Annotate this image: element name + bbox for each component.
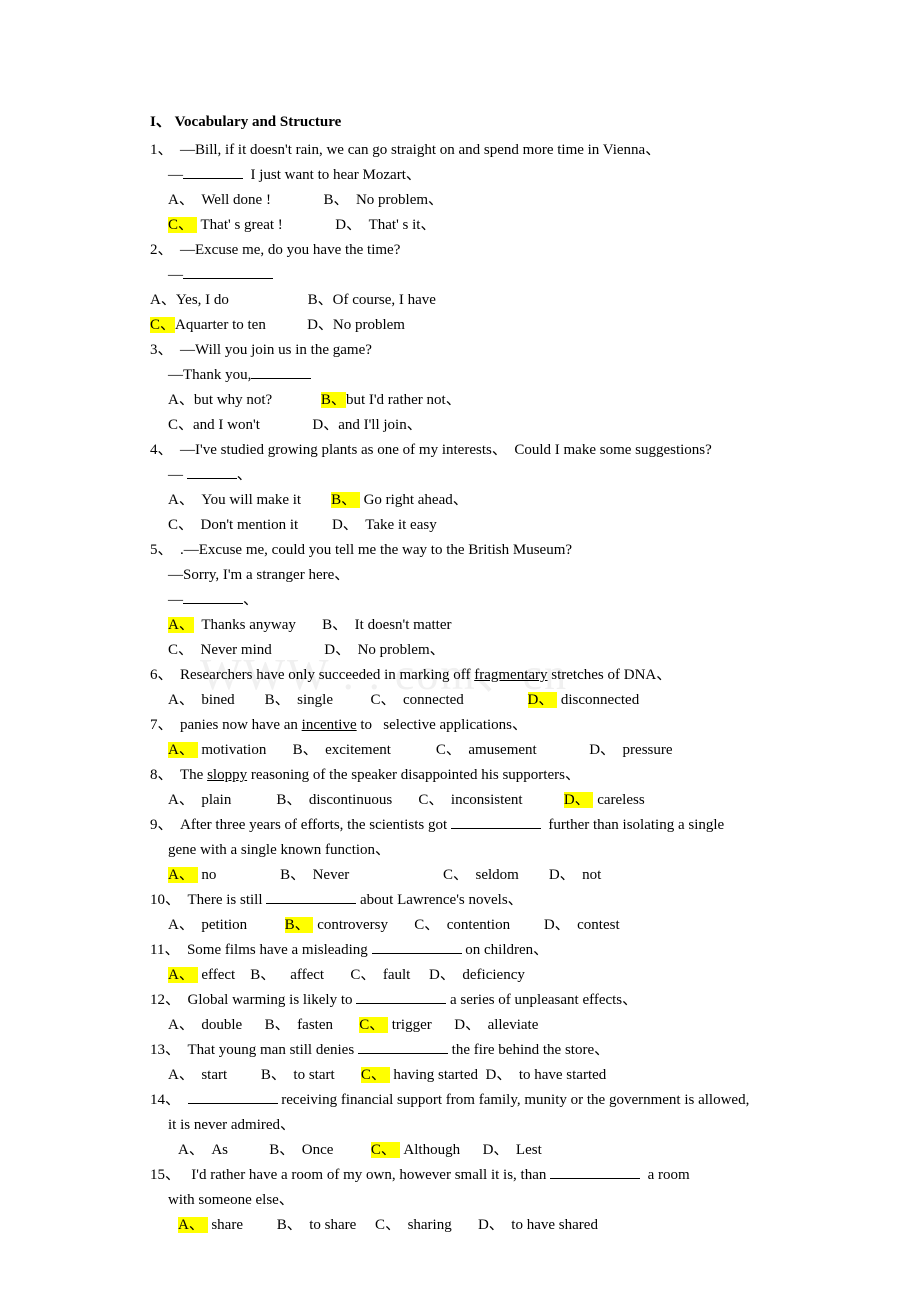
- q13-opt-c: C、: [361, 1067, 390, 1083]
- q12-opt-c: C、: [359, 1017, 388, 1033]
- qnum: 1、: [150, 142, 173, 158]
- q1-opt-b: B、 No problem、: [323, 192, 443, 208]
- q5-opts-row1: A、 Thanks anyway B、 It doesn't matter: [168, 613, 790, 637]
- q4-opts-row1: A、 You will make it B、 Go right ahead、: [168, 488, 790, 512]
- q7-opt-a: A、: [168, 742, 198, 758]
- q1-opts-row1: A、 Well done ! B、 No problem、: [168, 188, 790, 212]
- q3-line2: —Thank you,: [168, 363, 790, 387]
- q5-opt-a: A、: [168, 617, 194, 633]
- q1-opt-d: D、 That' s it、: [335, 217, 435, 233]
- question-5: 5、 .—Excuse me, could you tell me the wa…: [150, 538, 790, 562]
- question-9: 9、 After three years of efforts, the sci…: [150, 813, 790, 837]
- qtext: —Bill, if it doesn't rain, we can go str…: [176, 142, 660, 158]
- question-3: 3、 —Will you join us in the game?: [150, 338, 790, 362]
- q6-opt-d: D、: [528, 692, 558, 708]
- section-title: I、 Vocabulary and Structure: [150, 110, 790, 134]
- q10-opt-b: B、: [285, 917, 314, 933]
- question-2: 2、 —Excuse me, do you have the time?: [150, 238, 790, 262]
- question-12: 12、 Global warming is likely to a series…: [150, 988, 790, 1012]
- q3-opts-row1: A、but why not? B、but I'd rather not、: [168, 388, 790, 412]
- q1-line2: — I just want to hear Mozart、: [168, 163, 790, 187]
- question-15: 15、 I'd rather have a room of my own, ho…: [150, 1163, 790, 1187]
- q10-opts: A、 petition B、 controversy C、 contention…: [168, 913, 790, 937]
- q4-opt-b: B、: [331, 492, 360, 508]
- q7-opts: A、 motivation B、 excitement C、 amusement…: [168, 738, 790, 762]
- question-1: 1、 —Bill, if it doesn't rain, we can go …: [150, 138, 790, 162]
- q3-opts-row2: C、and I won't D、and I'll join、: [168, 413, 790, 437]
- q14-opt-c: C、: [371, 1142, 400, 1158]
- question-13: 13、 That young man still denies the fire…: [150, 1038, 790, 1062]
- q4-line2: — 、: [168, 463, 790, 487]
- q9-opt-a: A、: [168, 867, 198, 883]
- q8-opts: A、 plain B、 discontinuous C、 inconsisten…: [168, 788, 790, 812]
- q9-line2: gene with a single known function、: [168, 838, 790, 862]
- q5-line3: —、: [168, 588, 790, 612]
- q14-opts: A、 As B、 Once C、 Although D、 Lest: [178, 1138, 790, 1162]
- q9-opts: A、 no B、 Never C、 seldom D、 not: [168, 863, 790, 887]
- document-page: WWW . . com、cn I、 Vocabulary and Structu…: [0, 0, 920, 1298]
- q1-opt-c: C、: [168, 217, 197, 233]
- q4-opts-row2: C、 Don't mention it D、 Take it easy: [168, 513, 790, 537]
- q15-opt-a: A、: [178, 1217, 208, 1233]
- q15-opts: A、 share B、 to share C、 sharing D、 to ha…: [178, 1213, 790, 1237]
- q11-opts: A、 effect B、 affect C、 fault D、 deficien…: [168, 963, 790, 987]
- question-6: 6、 Researchers have only succeeded in ma…: [150, 663, 790, 687]
- q14-line2: it is never admired、: [168, 1113, 790, 1137]
- question-7: 7、 panies now have an incentive to selec…: [150, 713, 790, 737]
- q1-opts-row2: C、 That' s great ! D、 That' s it、: [168, 213, 790, 237]
- question-8: 8、 The sloppy reasoning of the speaker d…: [150, 763, 790, 787]
- q2-line2: —: [168, 263, 790, 287]
- q5-line2: —Sorry, I'm a stranger here、: [168, 563, 790, 587]
- q2-opts-row1: A、Yes, I do B、Of course, I have: [150, 288, 790, 312]
- q3-opt-b: B、: [321, 392, 346, 408]
- q2-opts-row2: C、Aquarter to ten D、No problem: [150, 313, 790, 337]
- q2-opt-c: C、: [150, 317, 175, 333]
- q11-opt-a: A、: [168, 967, 198, 983]
- question-11: 11、 Some films have a misleading on chil…: [150, 938, 790, 962]
- question-4: 4、 —I've studied growing plants as one o…: [150, 438, 790, 462]
- q8-opt-d: D、: [564, 792, 594, 808]
- q1-opt-a: A、 Well done !: [168, 192, 271, 208]
- q13-opts: A、 start B、 to start C、 having started D…: [168, 1063, 790, 1087]
- q12-opts: A、 double B、 fasten C、 trigger D、 allevi…: [168, 1013, 790, 1037]
- q6-opts: A、 bined B、 single C、 connected D、 disco…: [168, 688, 790, 712]
- question-10: 10、 There is still about Lawrence's nove…: [150, 888, 790, 912]
- q5-opts-row2: C、 Never mind D、 No problem、: [168, 638, 790, 662]
- question-14: 14、 receiving financial support from fam…: [150, 1088, 790, 1112]
- q15-line2: with someone else、: [168, 1188, 790, 1212]
